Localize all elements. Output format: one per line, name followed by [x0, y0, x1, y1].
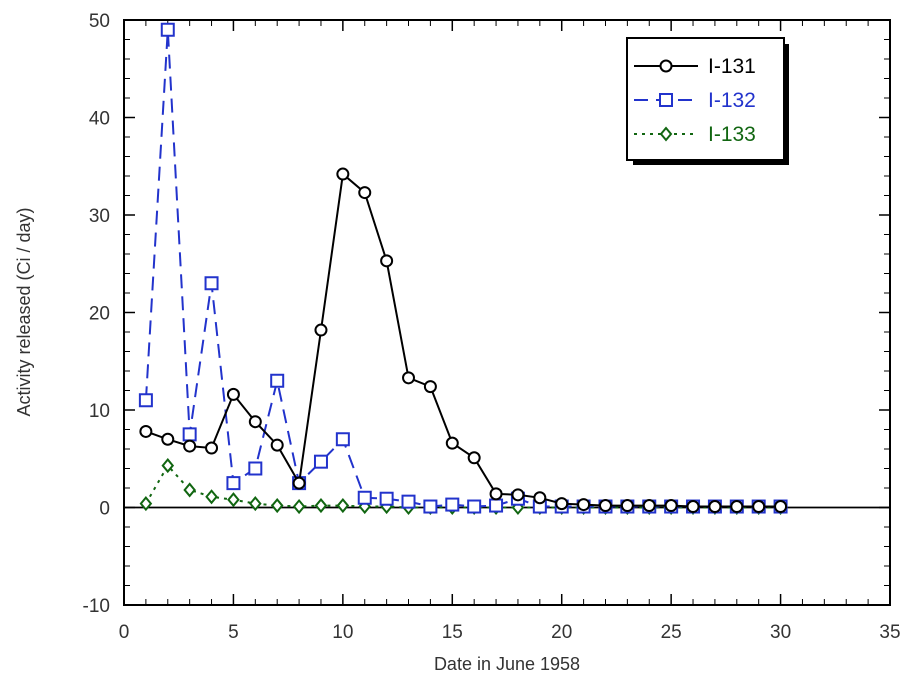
series-i-131 [139, 167, 788, 514]
legend-item: I-132 [634, 89, 756, 112]
y-tick-label: 10 [89, 401, 110, 422]
data-point [467, 451, 481, 465]
data-point [139, 424, 153, 438]
legend-swatch-marker [659, 93, 673, 107]
data-point [182, 427, 197, 442]
data-point [292, 476, 306, 490]
x-tick-label: 15 [442, 622, 463, 643]
data-point [445, 436, 459, 450]
data-point [204, 276, 219, 291]
data-point [161, 458, 175, 474]
data-point [423, 380, 437, 394]
data-point [401, 494, 416, 509]
y-tick-label: 20 [89, 304, 110, 325]
data-point [402, 371, 416, 385]
y-tick-label: 30 [89, 206, 110, 227]
data-point [335, 432, 350, 447]
data-point [226, 387, 240, 401]
data-point [160, 22, 175, 37]
x-tick-label: 35 [879, 622, 900, 643]
legend-shadow-bottom [633, 160, 789, 165]
y-axis-title: Activity released (Ci / day) [14, 207, 34, 416]
data-point [183, 482, 196, 498]
series-line [145, 172, 781, 508]
series-layer [138, 22, 788, 516]
data-point [161, 432, 175, 446]
data-point [358, 186, 372, 200]
data-point [292, 498, 306, 515]
legend-label: I-131 [708, 55, 756, 78]
y-tick-label: -10 [83, 596, 110, 617]
data-point [774, 500, 788, 514]
x-tick-label: 0 [119, 622, 130, 643]
legend-label: I-133 [708, 123, 756, 146]
legend-shadow [784, 44, 789, 165]
tick-labels: 0 5 10 15 20 25 30 35 -10 0 10 20 30 40 50 [83, 11, 901, 643]
data-point [183, 439, 197, 453]
data-point [205, 441, 219, 455]
x-tick-label: 20 [551, 622, 572, 643]
data-point [577, 498, 591, 512]
x-tick-label: 10 [332, 622, 353, 643]
data-point [270, 438, 284, 452]
data-point [642, 499, 656, 513]
data-point [555, 497, 569, 511]
data-point [379, 491, 394, 506]
data-point [467, 499, 482, 514]
data-point [336, 497, 350, 514]
data-point [314, 497, 328, 514]
legend-item: I-131 [634, 55, 756, 78]
data-point [336, 167, 350, 181]
data-point [598, 499, 612, 513]
x-axis-title: Date in June 1958 [434, 654, 580, 674]
legend-swatch-marker [659, 126, 673, 142]
data-point [270, 373, 285, 388]
data-point [620, 499, 634, 513]
data-point [664, 499, 678, 513]
data-point [205, 489, 218, 505]
data-point [227, 492, 240, 508]
data-point [270, 497, 284, 514]
legend-box [626, 37, 785, 161]
data-point [226, 476, 241, 491]
axis-ticks [123, 19, 891, 606]
data-point [489, 487, 503, 501]
x-tick-label: 30 [770, 622, 791, 643]
data-point [139, 496, 153, 512]
data-point [686, 500, 700, 514]
data-point [752, 500, 766, 514]
y-tick-label: 0 [99, 499, 110, 520]
data-point [248, 461, 263, 476]
data-point [380, 254, 394, 268]
legend: I-131 I-132 I-133 [626, 37, 789, 165]
data-point [314, 323, 328, 337]
data-point [249, 496, 262, 512]
y-tick-label: 40 [89, 109, 110, 130]
x-tick-label: 25 [661, 622, 682, 643]
x-tick-label: 5 [228, 622, 239, 643]
data-point [489, 498, 504, 513]
legend-label: I-132 [708, 89, 756, 112]
legend-swatch-marker [659, 59, 673, 73]
series-line [145, 463, 781, 509]
data-point [533, 491, 547, 505]
y-tick-label: 50 [89, 11, 110, 32]
data-point [511, 488, 525, 502]
data-point [708, 500, 722, 514]
legend-item: I-133 [634, 123, 756, 146]
data-point [313, 454, 328, 469]
data-point [357, 490, 372, 505]
data-point [248, 415, 262, 429]
data-point [730, 500, 744, 514]
data-point [423, 499, 438, 514]
data-point [445, 497, 460, 512]
data-point [138, 393, 153, 408]
